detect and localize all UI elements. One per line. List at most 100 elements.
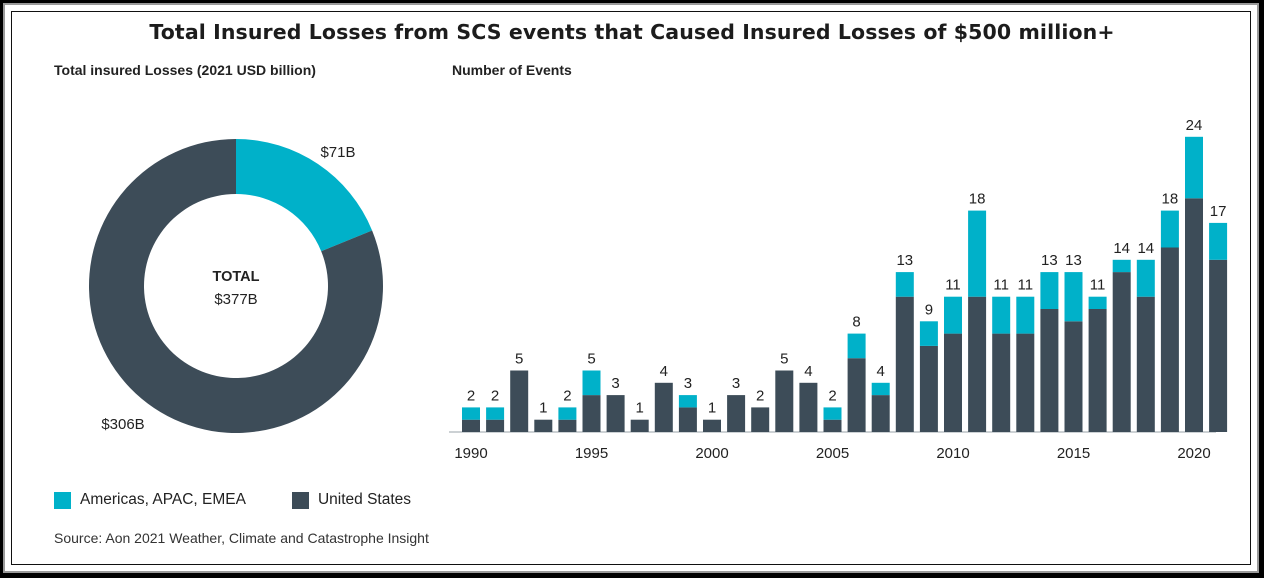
bar-americas-2017 [1112, 259, 1131, 273]
bar-us-2019 [1160, 247, 1179, 432]
bar-americas-2016 [1088, 296, 1107, 309]
bar-total-label-1998: 4 [660, 363, 668, 380]
bar-americas-2005 [823, 407, 842, 420]
bar-total-label-2018: 14 [1137, 240, 1154, 257]
x-tick-label-2020: 2020 [1177, 445, 1210, 462]
legend-swatch-united-states [291, 491, 309, 509]
bar-americas-2009 [919, 321, 938, 346]
donut-subtitle: Total insured Losses (2021 USD billion) [54, 62, 316, 78]
x-tick-label-2005: 2005 [816, 445, 849, 462]
donut-chart: $71B $306B TOTAL $377B [89, 139, 384, 433]
bar-total-label-2012: 11 [993, 277, 1009, 294]
bar-total-label-1994: 2 [563, 387, 571, 404]
bar-total-label-2015: 13 [1065, 252, 1082, 269]
bar-total-label-1992: 5 [515, 351, 523, 368]
bar-total-label-2011: 18 [969, 191, 986, 208]
bar-total-label-2002: 2 [756, 387, 764, 404]
bar-total-label-1997: 1 [636, 400, 644, 417]
bar-us-1998 [654, 382, 673, 432]
bar-us-2007 [871, 395, 890, 432]
bar-americas-2012 [992, 296, 1011, 334]
x-tick-label-2015: 2015 [1057, 445, 1090, 462]
bar-total-label-2005: 2 [828, 387, 836, 404]
bar-us-2018 [1136, 296, 1155, 432]
bar-us-2008 [895, 296, 914, 432]
bar-us-2010 [944, 333, 962, 432]
bar-us-1991 [486, 419, 505, 432]
bar-us-1999 [678, 407, 697, 432]
bar-total-label-2013: 11 [1018, 277, 1034, 294]
bar-total-label-1995: 5 [587, 351, 595, 368]
legend-label-united-states: United States [317, 491, 412, 508]
source-note: Source: Aon 2021 Weather, Climate and Ca… [54, 530, 429, 546]
bar-us-2000 [703, 419, 721, 432]
donut-slice-americas [236, 139, 373, 252]
legend: Americas, APAC, EMEA United States [54, 490, 457, 510]
bar-us-2005 [823, 419, 842, 432]
bar-us-2006 [847, 358, 866, 432]
bar-total-label-2019: 18 [1162, 191, 1179, 208]
bar-total-label-1993: 1 [539, 400, 547, 417]
bar-americas-2006 [847, 333, 866, 359]
x-tick-label-1990: 1990 [454, 445, 487, 462]
bar-total-label-1990: 2 [467, 387, 475, 404]
donut-label-americas: $71B [320, 144, 355, 161]
bar-americas-2021 [1209, 222, 1228, 260]
bar-us-1997 [630, 419, 649, 432]
bar-us-2004 [799, 382, 818, 432]
bar-total-label-2004: 4 [804, 363, 812, 380]
bar-us-2012 [992, 333, 1011, 432]
bar-us-2017 [1112, 272, 1131, 432]
bar-americas-1995 [582, 370, 601, 396]
donut-center-value: $377B [214, 291, 257, 308]
bar-americas-1991 [486, 407, 505, 420]
bar-americas-2013 [1016, 296, 1035, 334]
bar-total-label-2000: 1 [708, 400, 716, 417]
bar-us-2001 [727, 395, 746, 432]
chart-title: Total Insured Losses from SCS events tha… [149, 20, 1115, 44]
bar-americas-2015 [1064, 272, 1083, 322]
bar-americas-1990 [462, 407, 480, 420]
bar-total-label-2010: 11 [945, 277, 961, 294]
bar-americas-2008 [895, 272, 914, 297]
bar-total-label-2021: 17 [1210, 203, 1227, 220]
legend-swatch-americas [54, 491, 71, 509]
bar-total-label-1991: 2 [491, 387, 499, 404]
bar-total-label-2008: 13 [896, 252, 913, 269]
donut-slice-united-states [89, 139, 384, 433]
bar-total-label-2006: 8 [852, 314, 860, 331]
bar-us-1992 [510, 370, 529, 432]
bar-us-2015 [1064, 321, 1083, 432]
bar-us-2013 [1016, 333, 1035, 432]
bar-total-label-2017: 14 [1113, 240, 1130, 257]
bar-total-label-2007: 4 [877, 363, 885, 380]
bar-total-label-2016: 11 [1090, 277, 1106, 294]
bar-us-1993 [534, 419, 553, 432]
bar-total-label-1999: 3 [684, 375, 692, 392]
bar-us-2016 [1088, 309, 1107, 432]
bar-americas-2020 [1185, 136, 1203, 199]
chart-inner-border [11, 11, 1251, 565]
bar-us-2020 [1185, 198, 1203, 432]
bar-total-label-2020: 24 [1186, 117, 1203, 134]
bar-americas-2019 [1160, 210, 1179, 248]
bar-total-label-2003: 5 [780, 351, 788, 368]
bar-us-2009 [919, 345, 938, 432]
bar-us-1990 [462, 419, 480, 432]
legend-item-united-states: United States [291, 491, 412, 509]
legend-label-americas: Americas, APAC, EMEA [80, 491, 246, 508]
bar-total-label-1996: 3 [611, 375, 619, 392]
x-tick-label-2010: 2010 [936, 445, 969, 462]
bar-us-2021 [1209, 259, 1228, 432]
bar-us-2003 [775, 370, 794, 432]
bar-subtitle: Number of Events [452, 62, 572, 78]
bar-americas-2010 [944, 296, 962, 334]
bar-total-label-2014: 13 [1041, 252, 1058, 269]
bar-americas-2014 [1040, 272, 1059, 309]
bar-us-2002 [751, 407, 770, 432]
bar-americas-2018 [1136, 259, 1155, 297]
x-tick-label-2000: 2000 [695, 445, 728, 462]
bar-us-1994 [558, 419, 577, 432]
